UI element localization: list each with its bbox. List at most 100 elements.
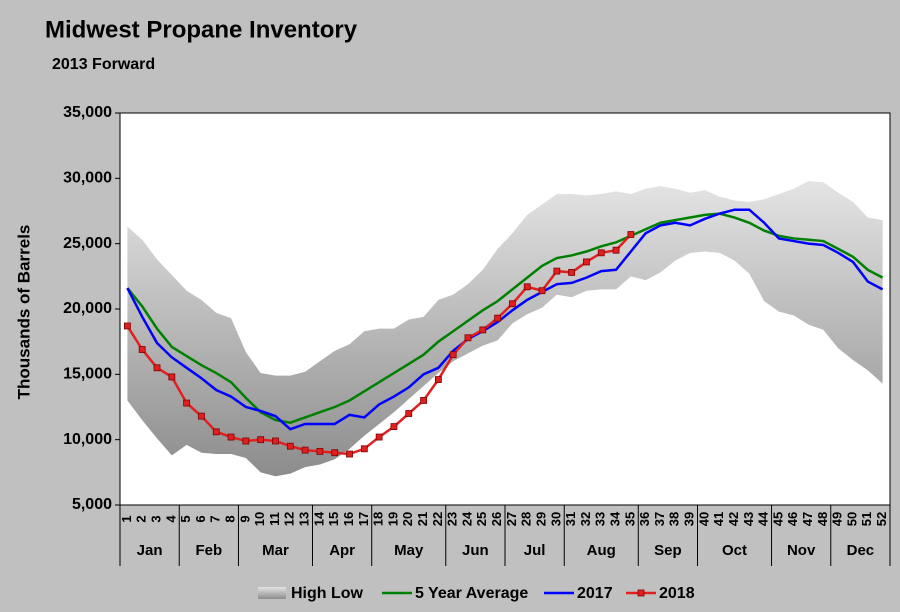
month-label: Feb (196, 542, 223, 559)
legend-label: 2017 (577, 585, 613, 602)
month-label: Aug (587, 542, 616, 559)
month-label: Apr (329, 542, 355, 559)
point-marker (227, 433, 235, 441)
month-label: Oct (722, 542, 747, 559)
month-label: Jul (524, 542, 546, 559)
x-tick-label: 37 (652, 512, 667, 526)
chart-title: Midwest Propane Inventory (45, 16, 358, 43)
x-tick-label: 23 (445, 512, 460, 526)
point-marker (494, 314, 501, 322)
x-tick-label: 32 (578, 512, 593, 526)
x-tick-label: 10 (252, 512, 267, 526)
month-label: May (394, 542, 424, 559)
point-marker (360, 445, 368, 453)
x-tick-label: 7 (208, 515, 223, 522)
x-tick-label: 18 (371, 512, 386, 526)
x-tick-label: 41 (711, 512, 726, 526)
y-tick-label: 10,000 (63, 431, 112, 448)
y-tick-label: 5,000 (72, 496, 112, 513)
x-tick-label: 43 (741, 512, 756, 526)
point-marker (212, 428, 220, 436)
point-marker (346, 450, 353, 458)
point-marker (568, 269, 576, 276)
x-tick-label: 4 (163, 515, 178, 523)
series-line (126, 208, 884, 431)
x-tick-label: 35 (622, 512, 637, 526)
month-label: Mar (262, 542, 289, 559)
x-tick-label: 13 (297, 512, 312, 526)
x-tick-label: 28 (519, 512, 534, 526)
x-tick-label: 40 (696, 512, 711, 526)
y-axis-label: Thousands of Barrels (14, 225, 33, 400)
x-tick-label: 1 (119, 515, 134, 522)
y-tick-label: 15,000 (63, 366, 112, 383)
point-marker (375, 433, 383, 441)
x-tick-label: 27 (504, 512, 519, 526)
point-marker (331, 449, 339, 457)
legend-marker (637, 589, 645, 597)
point-marker (405, 410, 413, 417)
x-tick-label: 15 (326, 512, 341, 526)
point-marker (612, 246, 620, 254)
point-marker (390, 423, 398, 431)
point-marker (509, 300, 516, 308)
point-marker (553, 267, 561, 275)
x-tick-label: 36 (637, 512, 652, 526)
point-marker (627, 231, 635, 238)
x-tick-label: 20 (400, 512, 415, 526)
x-tick-label: 26 (489, 512, 504, 526)
x-tick-label: 22 (430, 512, 445, 526)
chart-subtitle: 2013 Forward (52, 56, 155, 73)
x-tick-label: 14 (311, 511, 326, 526)
x-tick-label: 30 (548, 512, 563, 526)
legend-label: 5 Year Average (415, 585, 528, 602)
month-label: Nov (787, 542, 816, 559)
point-marker (449, 351, 457, 359)
x-tick-label: 34 (607, 511, 622, 526)
point-marker (257, 436, 265, 444)
x-tick-label: 5 (178, 515, 193, 522)
point-marker (183, 399, 191, 407)
point-marker (124, 322, 131, 330)
point-marker (272, 437, 279, 445)
legend-label: High Low (291, 585, 364, 602)
point-marker (538, 287, 546, 295)
point-marker (434, 376, 442, 383)
legend-swatch (258, 587, 286, 599)
x-tick-label: 49 (830, 512, 845, 526)
month-label: Sep (654, 542, 682, 559)
x-tick-label: 38 (667, 512, 682, 526)
point-marker (479, 326, 487, 334)
point-marker (138, 346, 146, 353)
x-tick-label: 2 (134, 515, 149, 522)
x-tick-label: 45 (770, 512, 785, 526)
y-tick-label: 35,000 (63, 104, 112, 121)
x-tick-label: 21 (415, 512, 430, 526)
point-marker (198, 412, 205, 420)
month-label: Jun (462, 542, 489, 559)
x-tick-label: 6 (193, 515, 208, 522)
x-tick-label: 12 (282, 512, 297, 526)
month-label: Dec (847, 542, 875, 559)
legend-label: 2018 (659, 585, 695, 602)
x-tick-label: 3 (148, 515, 163, 522)
point-marker (464, 334, 472, 342)
y-tick-label: 20,000 (63, 300, 112, 317)
y-tick-label: 30,000 (63, 170, 112, 187)
x-tick-label: 46 (785, 512, 800, 526)
point-marker (153, 364, 161, 372)
x-tick-label: 48 (815, 512, 830, 526)
x-tick-label: 19 (385, 512, 400, 526)
point-marker (316, 448, 324, 455)
x-tick-label: 8 (222, 515, 237, 522)
x-tick-label: 42 (726, 512, 741, 526)
month-label: Jan (137, 542, 163, 559)
x-tick-label: 33 (593, 512, 608, 526)
high-low-band (127, 180, 883, 477)
x-tick-label: 47 (800, 512, 815, 526)
point-marker (583, 258, 590, 266)
x-tick-label: 51 (859, 512, 874, 526)
x-tick-label: 9 (237, 515, 252, 522)
x-tick-label: 39 (682, 512, 697, 526)
point-marker (597, 249, 605, 257)
